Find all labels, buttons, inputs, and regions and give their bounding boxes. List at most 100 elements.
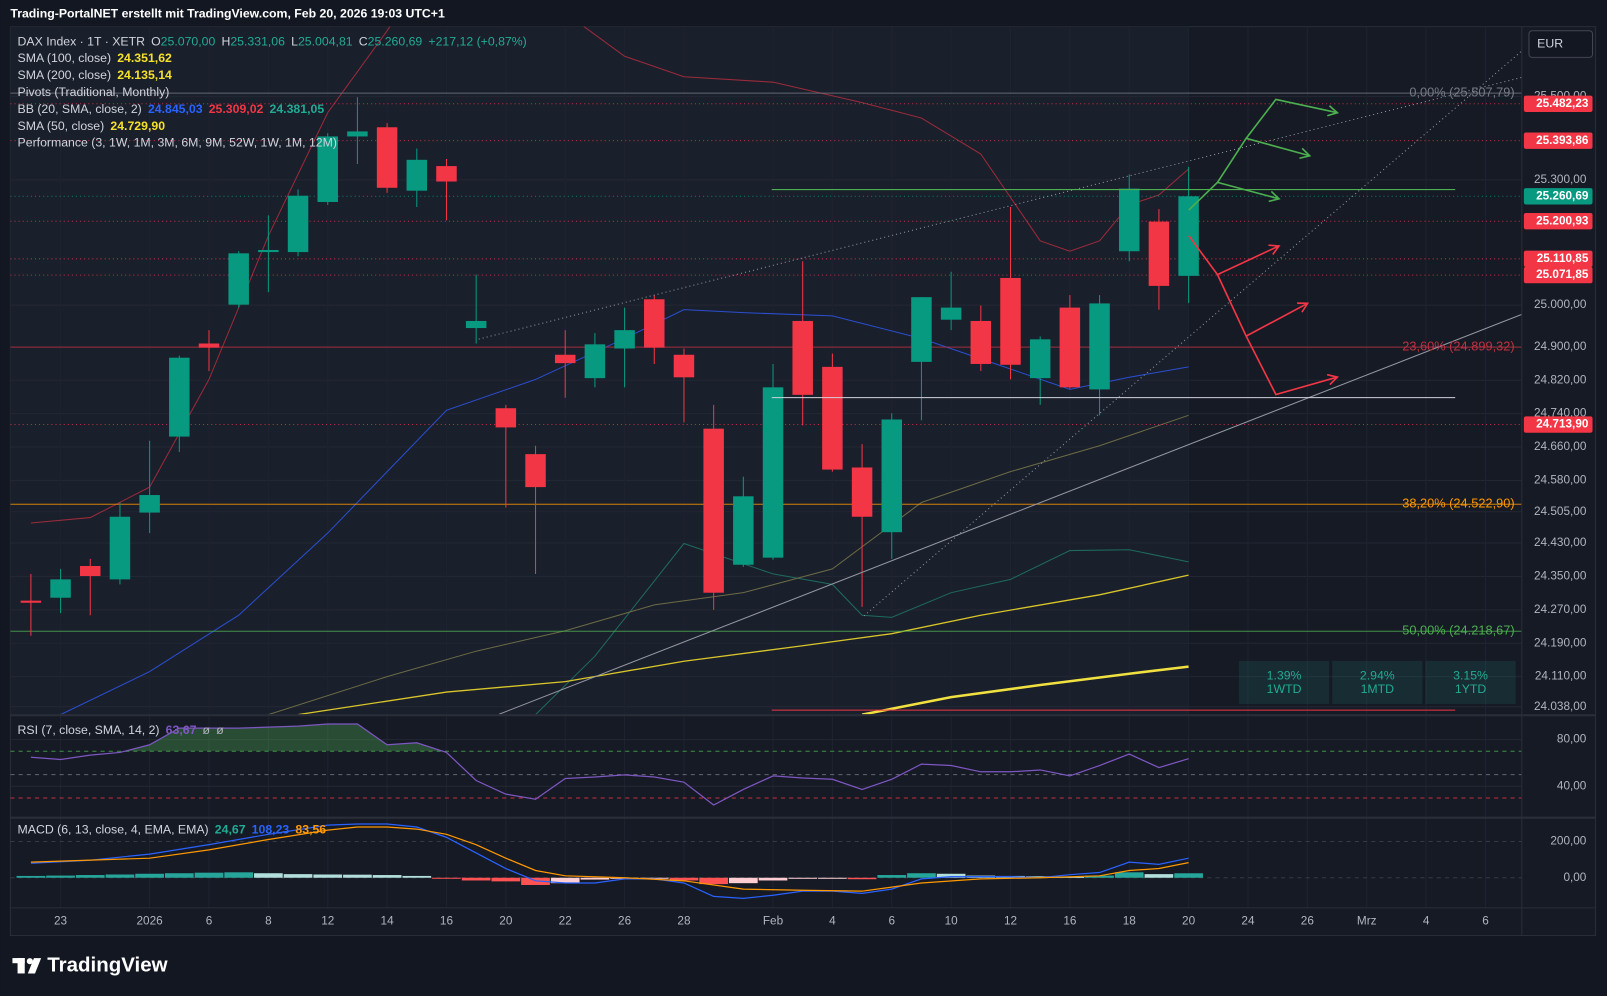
candle-body — [703, 428, 724, 593]
x-tick-label: 10 — [945, 914, 959, 927]
indicator-line — [535, 542, 1189, 715]
x-tick-label: Mrz — [1357, 914, 1377, 927]
candle-body — [644, 299, 665, 348]
price-label: 25.110,85 — [1537, 252, 1589, 265]
legend-name: BB (20, SMA, close, 2) — [18, 102, 142, 116]
macd-line — [30, 823, 1189, 899]
rsi-pane — [10, 723, 1522, 806]
macd-histogram-bar — [758, 877, 788, 881]
candle-body — [1029, 339, 1051, 379]
candle-body — [911, 297, 932, 362]
projection-arrow — [1245, 335, 1339, 396]
macd-histogram-bar — [1114, 872, 1144, 878]
price-label-box — [1523, 250, 1593, 268]
macd-histogram-bar — [164, 873, 194, 878]
legend-value: 25.070,00 — [161, 34, 216, 48]
macd-histogram-bar — [669, 877, 699, 881]
candle-body — [20, 600, 42, 603]
candle-body — [258, 249, 279, 253]
candle-body — [762, 387, 784, 558]
trend-line — [478, 76, 1522, 340]
legend-name: Performance (3, 1W, 1M, 3M, 6M, 9M, 52W,… — [18, 136, 337, 150]
performance-cell — [1238, 660, 1330, 704]
macd-histogram-bar — [699, 877, 728, 885]
macd-histogram-bar — [254, 873, 283, 878]
macd-histogram-bar — [105, 874, 135, 878]
candle-body — [822, 366, 843, 470]
performance-value: 2.94% — [1360, 669, 1395, 683]
legend-label: L — [291, 34, 298, 48]
indicator-line — [60, 309, 1189, 715]
price-label-box — [1523, 266, 1593, 284]
legend-name: MACD (6, 13, close, 4, EMA, EMA) — [18, 822, 209, 836]
price-label-box — [1523, 95, 1593, 112]
macd-histogram-bar — [75, 875, 105, 878]
macd-histogram-bar — [907, 873, 936, 878]
candle-body — [1089, 303, 1110, 390]
performance-period: 1WTD — [1267, 682, 1302, 696]
performance-cell — [1332, 660, 1423, 704]
currency[interactable]: EUR — [1537, 36, 1563, 50]
x-tick-label: 26 — [618, 914, 632, 927]
candle-body — [317, 136, 338, 202]
currency-button-frame[interactable] — [1528, 30, 1594, 58]
legend-value: ø — [216, 723, 224, 737]
candle-body — [50, 579, 71, 598]
x-tick-label: 6 — [888, 914, 895, 927]
logo-shape — [17, 958, 25, 974]
logo-shape — [26, 958, 33, 965]
candle-body — [940, 307, 962, 320]
candle-body — [406, 159, 428, 191]
x-tick-label: 23 — [54, 914, 68, 927]
indicator-line — [861, 665, 1189, 715]
legend-value: 24.845,03 — [148, 102, 203, 116]
performance-period: 1YTD — [1455, 682, 1487, 696]
candle-body — [1059, 307, 1081, 388]
x-tick-label: 12 — [321, 914, 334, 927]
macd-histogram-bar — [402, 875, 432, 878]
currency-button[interactable]: EUR — [1528, 30, 1594, 58]
candle-body — [465, 320, 487, 329]
candle-body — [109, 516, 131, 580]
price-label-box — [1523, 213, 1593, 230]
candle-body — [851, 467, 873, 517]
macd-histogram-bar — [224, 872, 254, 878]
macd-histogram-bar — [46, 875, 75, 878]
y-tick-label: 24.350,00 — [1534, 570, 1587, 583]
macd-histogram-bar — [847, 877, 877, 880]
legend-name: SMA (50, close) — [18, 119, 105, 133]
legend-value: 83,56 — [295, 822, 326, 836]
legend-value: +217,12 (+0,87%) — [428, 34, 526, 48]
price-label-box — [1523, 416, 1593, 433]
price-label-box — [1523, 132, 1593, 149]
price-label: 25.071,85 — [1536, 268, 1589, 281]
y-tick-label: 0,00 — [1563, 871, 1586, 884]
legend-label: H — [221, 34, 230, 48]
macd-histogram-bar — [16, 875, 46, 878]
macd-histogram-bar — [432, 877, 461, 879]
y-tick-label: 25.300,00 — [1534, 173, 1587, 186]
legend-name: DAX Index · 1T · XETR — [18, 34, 146, 48]
y-tick-label: 24.430,00 — [1534, 536, 1587, 549]
trend-line — [498, 313, 1522, 715]
price-label: 25.393,86 — [1536, 134, 1589, 147]
legend-value: 25.004,81 — [298, 34, 353, 48]
candle-body — [287, 195, 309, 253]
x-tick-label: 4 — [1423, 914, 1430, 927]
legend-value: 24.351,62 — [117, 51, 172, 65]
macd-histogram-bar — [877, 875, 907, 878]
macd-histogram-bar — [461, 877, 491, 881]
macd-histogram-bar — [550, 877, 580, 884]
y-tick-label: 24.660,00 — [1534, 440, 1587, 453]
legend-value: 108,23 — [252, 822, 290, 836]
candle-body — [198, 343, 220, 348]
candle-body — [554, 354, 576, 364]
logo-shape — [27, 958, 42, 974]
macd-histogram-bar — [372, 875, 402, 878]
macd-histogram-bar — [1025, 876, 1055, 878]
y-tick-label: 25.000,00 — [1534, 298, 1587, 311]
legend-value: ø — [203, 723, 211, 737]
candle-body — [614, 330, 635, 349]
x-tick-label: 18 — [1123, 914, 1137, 927]
